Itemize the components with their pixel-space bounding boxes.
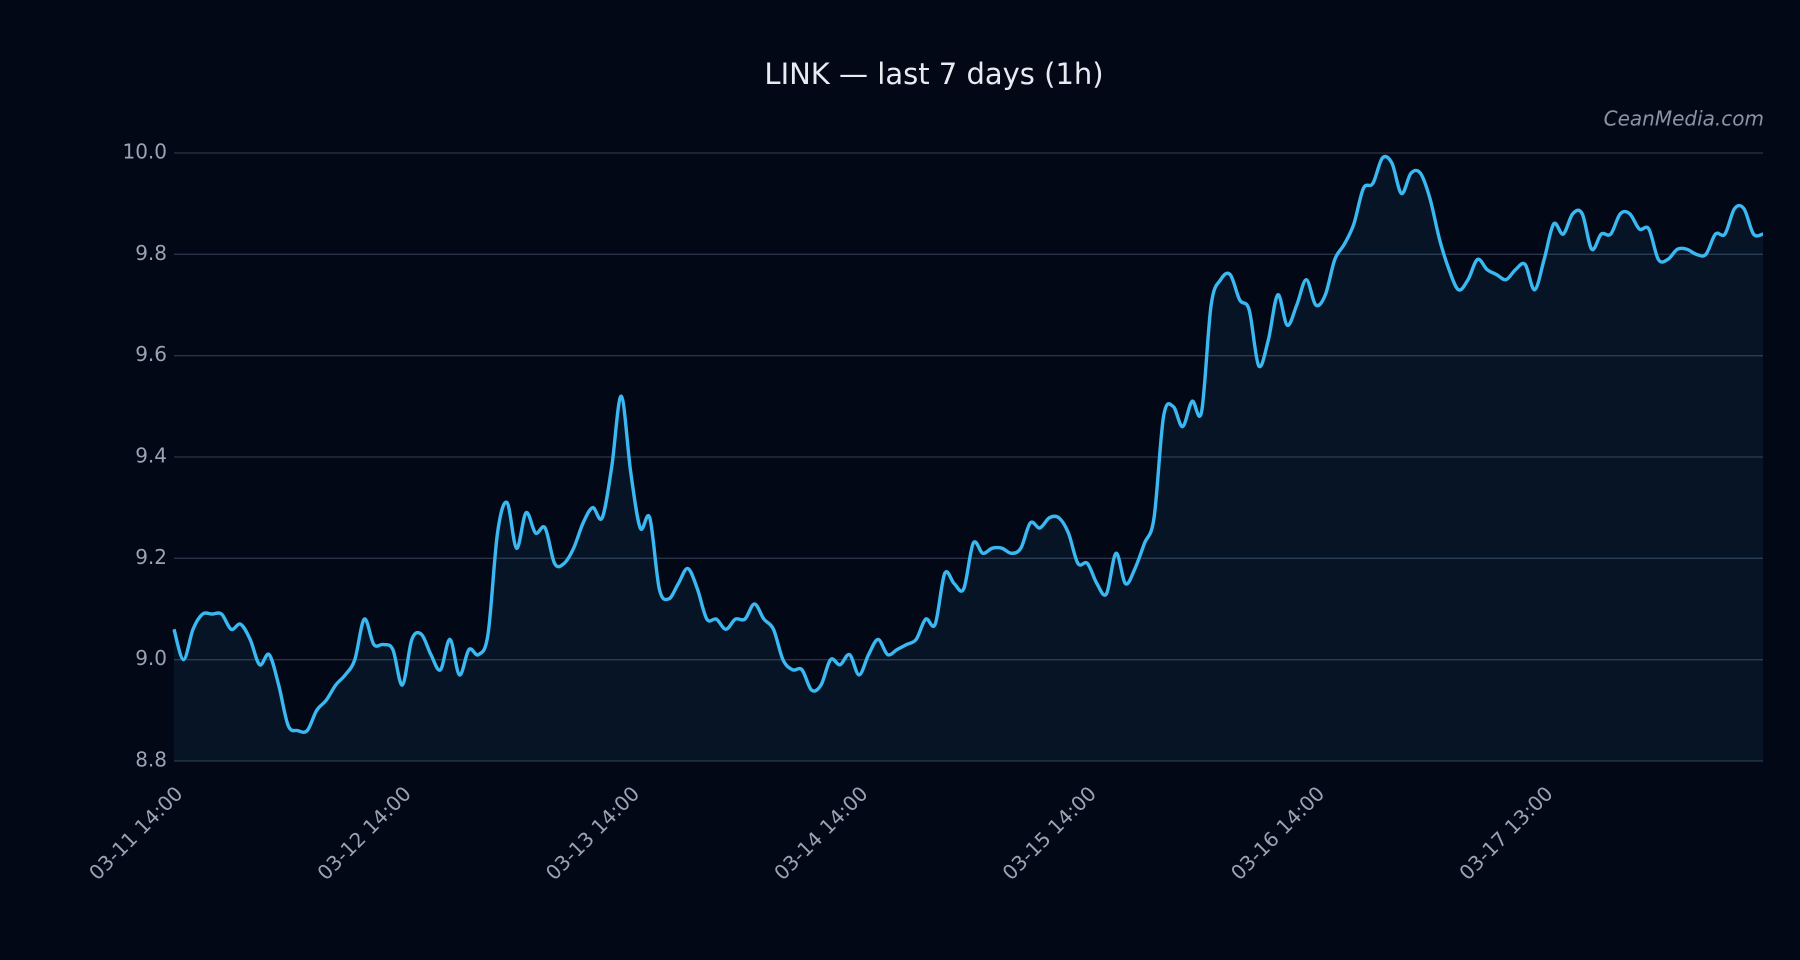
y-tick-label: 10.0: [122, 140, 167, 164]
y-tick-label: 9.6: [135, 342, 167, 366]
y-tick-label: 9.8: [135, 241, 167, 265]
y-tick-label: 8.8: [135, 748, 167, 772]
watermark: CeanMedia.com: [1604, 107, 1764, 131]
y-tick-label: 9.2: [135, 545, 167, 569]
y-tick-label: 9.4: [135, 444, 167, 468]
y-tick-label: 9.0: [135, 646, 167, 670]
area-fill: [174, 156, 1763, 761]
price-line: [172, 154, 1764, 734]
chart-title: LINK — last 7 days (1h): [764, 57, 1103, 91]
